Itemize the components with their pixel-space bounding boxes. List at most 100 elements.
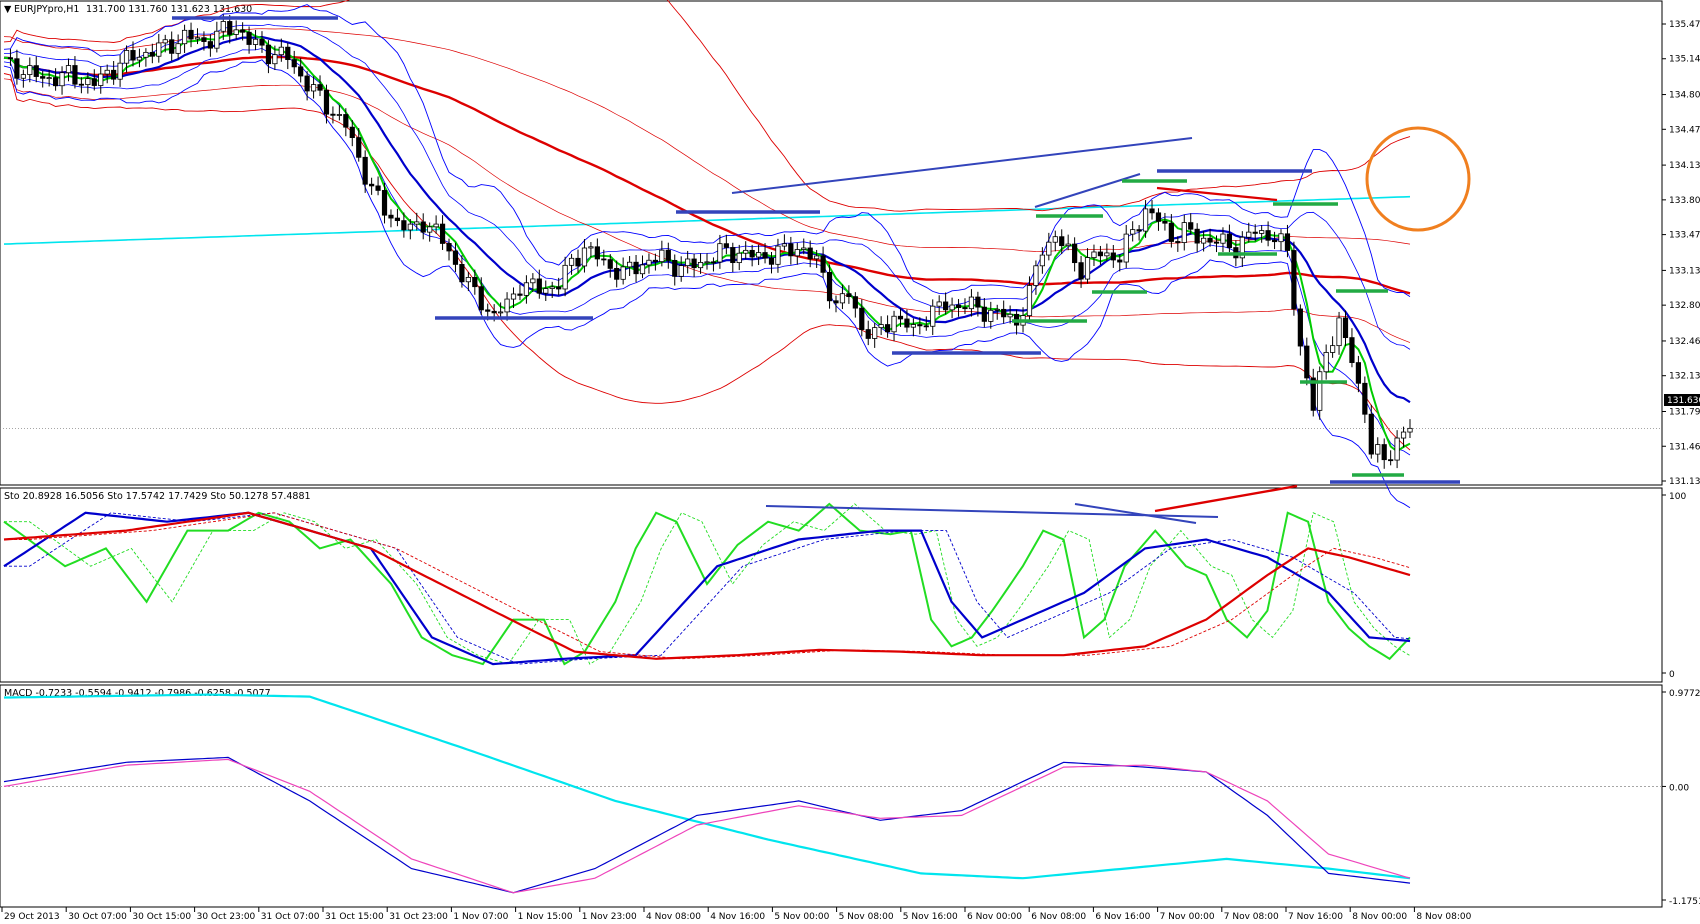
candle-body	[910, 324, 916, 328]
stoch-main-green	[3, 502, 1411, 666]
time-tick-label: 8 Nov 08:00	[1416, 912, 1471, 922]
time-tick-label: 6 Nov 00:00	[967, 912, 1022, 922]
candle-body	[994, 308, 1000, 311]
candle-body	[1142, 208, 1149, 232]
candle-body	[1317, 371, 1323, 411]
candle-body	[672, 259, 678, 277]
candle-body	[781, 243, 787, 247]
candle-body	[730, 247, 736, 264]
candle-body	[523, 282, 530, 296]
candle-body	[1297, 308, 1303, 347]
candle-body	[1381, 444, 1387, 461]
candle-body	[930, 305, 936, 327]
time-tick-label: 31 Oct 23:00	[389, 912, 448, 922]
price-tick-label: 131.130	[1669, 477, 1700, 487]
candle-body	[988, 309, 994, 322]
macd-line-magenta	[3, 758, 1411, 894]
macd-line-cyan	[4, 693, 1411, 880]
candle-body	[414, 221, 420, 225]
candle-body	[536, 278, 542, 294]
candle-body	[20, 74, 26, 79]
candle-body	[801, 247, 807, 250]
candle-body	[1181, 222, 1187, 243]
candle-body	[1039, 254, 1045, 267]
candle-body	[1400, 431, 1407, 439]
candle-body	[652, 259, 659, 263]
time-tick-label: 7 Nov 16:00	[1288, 912, 1343, 922]
candle-body	[1226, 233, 1233, 248]
macd-tick-label: 0.00	[1669, 783, 1689, 793]
candle-body	[633, 261, 639, 275]
candle-body	[85, 78, 91, 86]
candle-body	[252, 38, 259, 45]
time-tick-label: 5 Nov 00:00	[774, 912, 829, 922]
candle-body	[130, 50, 136, 61]
candle-body	[136, 56, 143, 61]
candle-body	[1342, 317, 1349, 339]
candle-body	[1362, 382, 1368, 415]
time-tick-label: 30 Oct 07:00	[68, 912, 127, 922]
candle-body	[510, 293, 517, 300]
candle-body	[1065, 243, 1071, 247]
candle-body	[420, 221, 426, 233]
candle-body	[1265, 230, 1271, 241]
candle-body	[755, 252, 762, 258]
time-tick-label: 5 Nov 08:00	[839, 912, 894, 922]
stoch-main-red	[3, 511, 1411, 660]
candle-body	[1252, 231, 1258, 234]
candle-body	[814, 255, 820, 260]
candle-body	[568, 257, 575, 266]
macd-panel[interactable]	[0, 684, 1663, 908]
candle-body	[1394, 437, 1400, 461]
candle-body	[1078, 262, 1084, 280]
candle-body	[7, 57, 14, 60]
candle-body	[1259, 230, 1265, 234]
candle-body	[949, 304, 955, 311]
symbol-label: EURJPYpro,H1	[14, 4, 79, 15]
candle-body	[201, 37, 207, 42]
candle-body	[581, 247, 588, 267]
candle-body	[768, 257, 775, 265]
candle-body	[1213, 241, 1220, 244]
stochastic-header: Sto 20.8928 16.5056 Sto 17.5742 17.7429 …	[4, 491, 311, 502]
price-tick-label: 134.130	[1669, 161, 1700, 171]
candle-body	[820, 255, 826, 273]
slow-band-upper	[3, 0, 1411, 212]
candle-body	[697, 262, 704, 269]
candle-body	[775, 245, 781, 265]
candle-body	[362, 156, 368, 185]
price-tick-label: 132.130	[1669, 372, 1700, 382]
candle-body	[1110, 252, 1116, 261]
trend-line-upper	[731, 137, 1193, 194]
candle-body	[498, 311, 504, 314]
candle-body	[459, 264, 465, 283]
stoch-trend-line	[1154, 484, 1298, 513]
current-price-label: 131.630	[1667, 396, 1700, 406]
red-trend-line	[1156, 186, 1278, 202]
price-tick-label: 133.130	[1669, 266, 1700, 276]
candle-body	[439, 223, 446, 244]
time-tick-label: 1 Nov 15:00	[518, 912, 573, 922]
candle-body	[407, 223, 413, 231]
candle-body	[188, 29, 194, 40]
candle-body	[607, 259, 613, 269]
candle-body	[1336, 317, 1342, 347]
candle-body	[59, 72, 65, 87]
candle-body	[878, 324, 884, 329]
price-tick-label: 133.800	[1669, 196, 1700, 206]
candle-body	[543, 288, 549, 294]
candle-body	[175, 43, 181, 54]
candle-body	[111, 69, 117, 80]
candle-body	[472, 277, 478, 288]
candle-body	[665, 249, 671, 261]
candle-body	[91, 78, 97, 86]
candle-body	[794, 249, 800, 257]
price-panel[interactable]	[0, 0, 1663, 486]
bb-upper	[3, 4, 1411, 297]
candle-body	[846, 293, 852, 298]
candle-body	[1091, 251, 1097, 259]
candle-body	[123, 50, 130, 64]
candle-body	[98, 73, 104, 86]
